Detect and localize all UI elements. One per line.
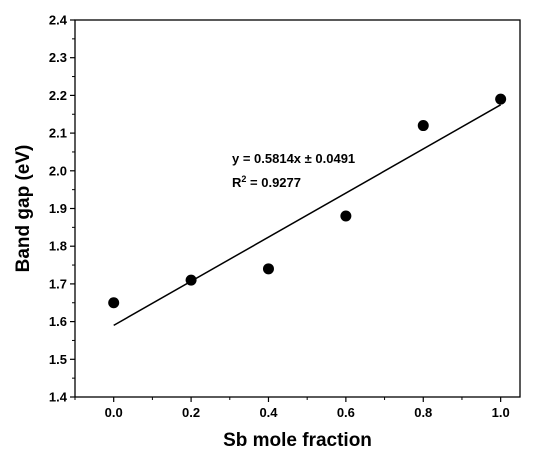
r-squared-value: = 0.9277 <box>246 175 301 190</box>
r-squared-superscript: 2 <box>241 174 246 184</box>
fit-layer <box>113 104 502 327</box>
ticks-layer: 1.4 1.5 1.6 1.7 1.8 1.9 2.0 2.1 2.2 2.3 2.4 0.0 0.2 0… <box>49 13 510 421</box>
x-tick-label: 1.0 <box>492 405 510 420</box>
points-layer <box>108 93 507 309</box>
y-tick-label: 1.4 <box>49 390 68 405</box>
y-tick-label: 2.3 <box>49 50 67 65</box>
y-axis-title: Band gap (eV) <box>13 145 34 273</box>
x-tick-label: 0.6 <box>337 405 355 420</box>
plot-frame <box>74 19 521 398</box>
data-point <box>185 274 197 286</box>
y-tick-label: 2.4 <box>49 13 68 28</box>
y-tick-label: 1.9 <box>49 201 67 216</box>
x-tick-label: 0.8 <box>414 405 432 420</box>
y-tick-label: 1.7 <box>49 276 67 291</box>
y-tick-label: 2.0 <box>49 163 67 178</box>
r-squared-label: R <box>232 175 242 190</box>
data-point <box>495 93 507 105</box>
x-tick-label: 0.4 <box>259 405 278 420</box>
y-tick-label: 2.2 <box>49 88 67 103</box>
y-tick-label: 2.1 <box>49 126 67 141</box>
x-tick-label: 0.2 <box>182 405 200 420</box>
r-squared-annotation: R2 = 0.9277 <box>232 174 301 190</box>
data-point <box>108 297 120 309</box>
linear-fit-line <box>113 104 502 327</box>
x-axis-title: Sb mole fraction <box>223 430 372 451</box>
fit-equation-annotation: y = 0.5814x ± 0.0491 <box>232 151 355 166</box>
data-point <box>417 120 429 132</box>
y-tick-label: 1.8 <box>49 239 67 254</box>
x-tick-label: 0.0 <box>105 405 123 420</box>
data-point <box>262 263 274 275</box>
data-point <box>340 210 352 222</box>
y-tick-label: 1.5 <box>49 352 67 367</box>
y-tick-label: 1.6 <box>49 314 67 329</box>
